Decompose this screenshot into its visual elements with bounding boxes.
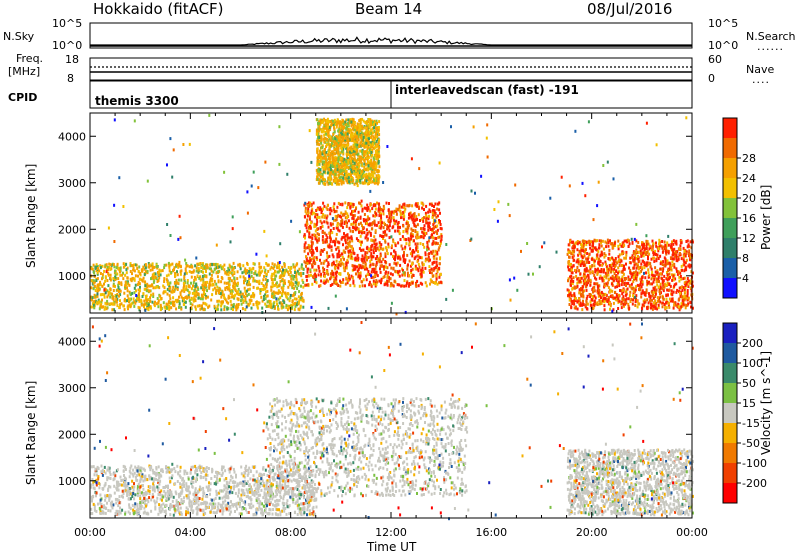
power-ytick-label: 1000	[58, 270, 86, 283]
power-cbar-tick-label: 8	[742, 252, 749, 265]
power-colorbar-swatch	[723, 158, 737, 179]
power-colorbar-frame	[722, 117, 738, 299]
power-cbar-tick-label: 16	[742, 212, 756, 225]
nsky-tick-high: 10^5	[52, 17, 83, 30]
velocity-colorbar-frame	[722, 322, 738, 504]
velocity-cbar-tick-label: -15	[742, 417, 760, 430]
velocity-cbar-tick-label: 15	[742, 397, 756, 410]
nsky-tick-low: 10^0	[52, 39, 83, 52]
velocity-colorbar-swatch	[723, 383, 737, 404]
freq-label-1: Freq.	[16, 52, 44, 65]
velocity-ytick-label: 3000	[58, 382, 86, 395]
velocity-ytick-label: 4000	[58, 335, 86, 348]
velocity-cbar-tick-label: -200	[742, 477, 767, 490]
power-ytick-label: 4000	[58, 130, 86, 143]
velocity-cbar-tick-label: 50	[742, 377, 756, 390]
power-cbar-tick-label: 28	[742, 152, 756, 165]
power-colorbar-swatch	[723, 278, 737, 299]
nave-label: Nave	[746, 63, 775, 76]
freq-tick-low: 8	[67, 72, 74, 85]
nave-tick-high: 60	[708, 53, 722, 66]
nave-dots: ····	[752, 76, 770, 89]
power-ytick-label: 3000	[58, 177, 86, 190]
velocity-colorbar-swatch	[723, 463, 737, 484]
velocity-colorbar-swatch	[723, 343, 737, 364]
velocity-colorbar-swatch	[723, 403, 737, 424]
nsearch-tick-high: 10^5	[708, 17, 739, 30]
time-xtick-label: 20:00	[576, 526, 608, 539]
velocity-colorbar-swatch	[723, 423, 737, 444]
velocity-colorbar-swatch	[723, 323, 737, 344]
nsky-trace	[90, 36, 692, 46]
nsky-panel	[89, 22, 693, 49]
time-xtick-label: 16:00	[475, 526, 507, 539]
power-colorbar-swatch	[723, 138, 737, 159]
station-title: Hokkaido (fitACF)	[93, 0, 224, 18]
power-cbar-tick-label: 12	[742, 232, 756, 245]
date-title: 08/Jul/2016	[587, 0, 673, 18]
nsky-label: N.Sky	[3, 30, 35, 43]
time-xtick-label: 00:00	[74, 526, 106, 539]
velocity-heatmap-cells	[90, 321, 694, 521]
velocity-cbar-tick-label: 100	[742, 357, 763, 370]
power-ytick-label: 2000	[58, 223, 86, 236]
power-cbar-tick-label: 24	[742, 172, 756, 185]
time-xtick-label: 08:00	[275, 526, 307, 539]
velocity-ytick-label: 1000	[58, 475, 86, 488]
power-heatmap-cells	[90, 113, 694, 316]
velocity-colorbar-swatch	[723, 483, 737, 504]
velocity-cbar-tick-label: 200	[742, 337, 763, 350]
freq-panel	[89, 57, 693, 81]
power-colorbar-swatch	[723, 198, 737, 219]
velocity-ytick-label: 2000	[58, 428, 86, 441]
cpid-segment-1: themis 3300	[95, 94, 179, 108]
cpid-label: CPID	[8, 91, 38, 104]
power-colorbar-swatch	[723, 178, 737, 199]
freq-tick-high: 18	[65, 53, 79, 66]
nsearch-tick-low: 10^0	[708, 39, 739, 52]
velocity-cbar-tick-label: -100	[742, 457, 767, 470]
nsearch-dots: ······	[757, 43, 784, 56]
power-colorbar-swatch	[723, 258, 737, 279]
beam-title: Beam 14	[355, 0, 423, 18]
nsearch-label: N.Search	[746, 30, 796, 43]
power-cbar-tick-label: 4	[742, 272, 749, 285]
freq-label-2: [MHz]	[8, 65, 41, 78]
time-xtick-label: 12:00	[375, 526, 407, 539]
nave-tick-low: 0	[708, 72, 715, 85]
velocity-cbar-tick-label: -50	[742, 437, 760, 450]
time-xlabel: Time UT	[367, 540, 417, 554]
power-cbar-tick-label: 20	[742, 192, 756, 205]
velocity-colorbar-swatch	[723, 443, 737, 464]
time-xtick-label: 00:00	[676, 526, 708, 539]
power-colorbar-swatch	[723, 238, 737, 259]
velocity-colorbar-swatch	[723, 363, 737, 384]
cpid-segment-2: interleavedscan (fast) -191	[395, 83, 579, 97]
power-colorbar-swatch	[723, 118, 737, 139]
power-colorbar-swatch	[723, 218, 737, 239]
time-xtick-label: 04:00	[174, 526, 206, 539]
